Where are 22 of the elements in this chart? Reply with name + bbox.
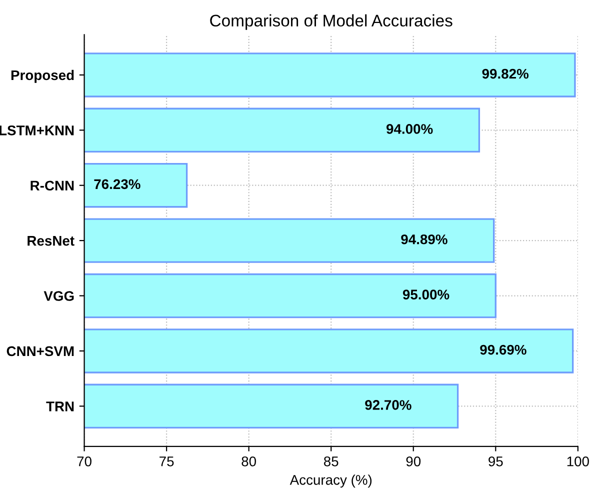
data-label: 94.00% [386,124,433,134]
y-tick-label: TRN [46,402,74,412]
y-tick-label: Proposed [11,70,74,83]
y-tick-label: ResNet [28,236,74,246]
chart-title: Comparison of Model Accuracies [210,14,452,30]
x-tick-label: 100 [567,456,589,466]
x-tick-label: 95 [488,456,503,466]
x-axis-title: Accuracy (%) [290,474,372,488]
data-label: 95.00% [402,290,450,300]
x-tick-label: 80 [242,456,256,466]
data-label: 92.70% [365,400,412,410]
x-tick-label: 90 [406,456,421,466]
x-tick-label: 85 [324,456,338,466]
x-tick-label: 70 [77,456,92,466]
data-label: 94.89% [401,234,448,244]
y-tick-label: VGG [44,291,74,301]
y-tick-label: CNN+SVM [6,346,74,356]
x-tick-label: 75 [160,456,174,466]
y-tick-label: R-CNN [30,180,74,191]
data-label: 99.69% [480,344,526,355]
data-label: 76.23% [94,179,140,190]
data-label: 99.82% [482,68,529,79]
